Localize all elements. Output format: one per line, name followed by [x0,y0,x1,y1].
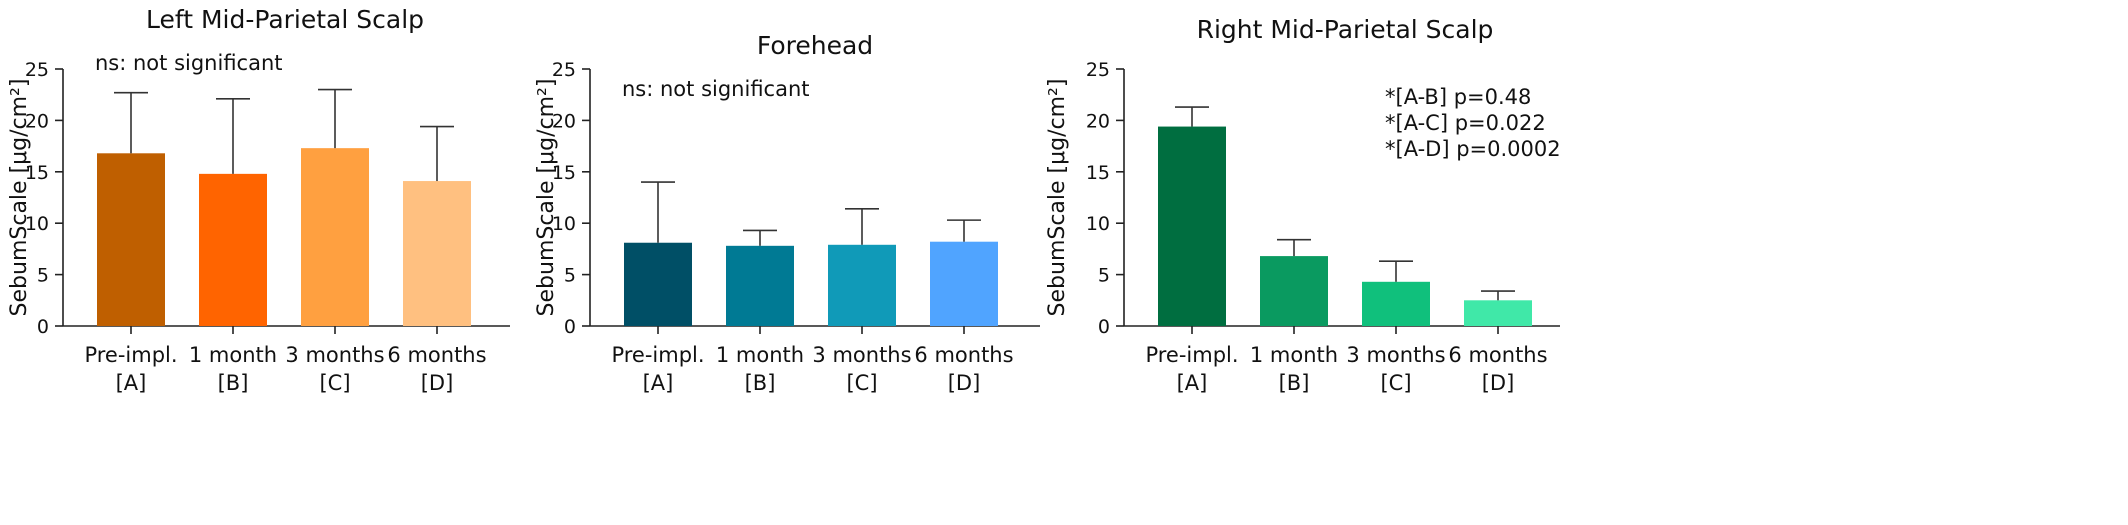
y-tick-label: 10 [552,213,576,235]
y-tick-label: 5 [37,265,49,287]
x-tick-label: Pre-impl. [1145,343,1238,367]
y-tick-label: 15 [552,162,576,184]
x-group-label: [D] [421,371,454,395]
bar [930,241,998,326]
x-tick-label: 1 month [716,343,804,367]
chart-panel: Right Mid-Parietal Scalp SebumScale [μg/c… [1045,15,1561,395]
bar [301,148,369,326]
y-tick-label: 15 [25,162,49,184]
chart-panel: Left Mid-Parietal Scalp SebumScale [μg/cm… [7,5,510,395]
bar [1362,281,1430,326]
y-tick-label: 0 [37,316,49,338]
y-tick-label: 5 [1098,265,1110,287]
chart-annotation: *[A-B] p=0.48 [1385,85,1531,109]
y-tick-label: 25 [552,59,576,81]
x-group-label: [D] [1482,371,1515,395]
y-tick-label: 0 [564,316,576,338]
y-tick-label: 20 [1086,110,1110,132]
x-group-label: [A] [116,371,147,395]
x-group-label: [B] [1279,371,1310,395]
x-tick-label: 6 months [914,343,1013,367]
x-group-label: [D] [948,371,981,395]
y-tick-label: 10 [1086,213,1110,235]
x-tick-label: 3 months [812,343,911,367]
y-axis-label: SebumScale [μg/cm²] [1045,79,1070,317]
x-group-label: [A] [643,371,674,395]
x-group-label: [C] [1380,371,1411,395]
x-tick-label: 6 months [1448,343,1547,367]
x-tick-label: 6 months [387,343,486,367]
x-group-label: [B] [745,371,776,395]
y-tick-label: 0 [1098,316,1110,338]
x-tick-label: 3 months [285,343,384,367]
bar [199,173,267,326]
y-tick-label: 25 [25,59,49,81]
y-tick-label: 5 [564,265,576,287]
y-tick-label: 15 [1086,162,1110,184]
x-group-label: [C] [319,371,350,395]
y-axis-label: SebumScale [μg/cm²] [534,79,559,317]
y-axis-label: SebumScale [μg/cm²] [7,79,32,317]
x-group-label: [B] [218,371,249,395]
bar [1260,256,1328,326]
y-tick-label: 25 [1086,59,1110,81]
y-tick-label: 20 [25,110,49,132]
x-group-label: [A] [1177,371,1208,395]
bar [97,153,165,326]
x-group-label: [C] [846,371,877,395]
x-tick-label: 1 month [1250,343,1338,367]
chart-annotation: *[A-D] p=0.0002 [1385,137,1561,161]
y-tick-label: 10 [25,213,49,235]
bar [828,244,896,326]
chart-title: Right Mid-Parietal Scalp [1197,15,1494,44]
x-tick-label: Pre-impl. [611,343,704,367]
chart-title: Left Mid-Parietal Scalp [146,5,424,34]
x-tick-label: Pre-impl. [84,343,177,367]
x-tick-label: 1 month [189,343,277,367]
chart-annotation: ns: not significant [95,51,283,75]
chart-annotation: ns: not significant [622,77,810,101]
bar [726,245,794,326]
x-tick-label: 3 months [1346,343,1445,367]
y-tick-label: 20 [552,110,576,132]
chart-title: Forehead [757,31,873,60]
bar [1158,126,1226,327]
bar [1464,300,1532,326]
bar [624,242,692,326]
chart-panel: Forehead SebumScale [μg/cm²]0 5 10 15 20 25 Pre… [534,31,1040,395]
bar [403,181,471,326]
chart-annotation: *[A-C] p=0.022 [1385,111,1546,135]
